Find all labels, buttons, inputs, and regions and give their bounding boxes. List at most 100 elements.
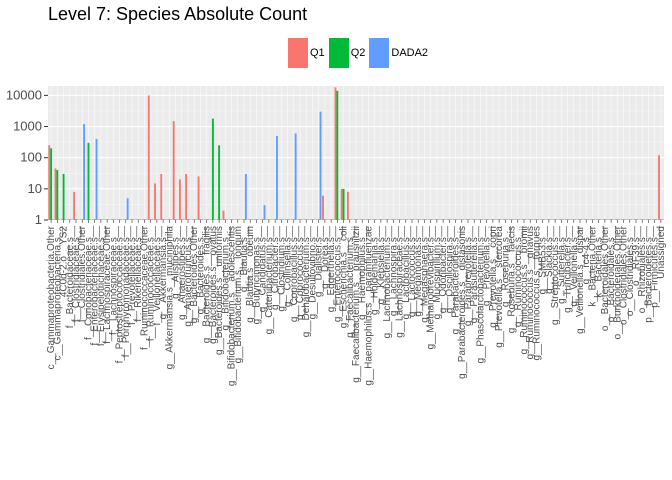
bar-dada2-11 xyxy=(120,219,123,220)
bar-dada2-49 xyxy=(356,219,359,220)
bar-q1-20 xyxy=(172,121,175,220)
x-tick-label: g__SMB53.s__ xyxy=(538,226,549,295)
bar-q2-53 xyxy=(379,219,382,220)
legend-key-dada2 xyxy=(369,38,390,68)
bar-q2-17 xyxy=(155,219,158,220)
bar-q1-10 xyxy=(110,219,113,220)
x-tick-label: g__Ruminococcus.s__bromii xyxy=(519,226,530,354)
x-tick-label: f__Rikenellaceae.s__ xyxy=(133,226,144,322)
bar-q1-92 xyxy=(620,219,623,220)
bar-q1-24 xyxy=(197,176,200,220)
x-tick-label: f__Prevotellaceae.s__ xyxy=(127,226,138,325)
bar-dada2-2 xyxy=(64,219,67,220)
x-tick-label: g__Butyricimonas.s__ xyxy=(251,226,262,325)
bar-q1-85 xyxy=(577,219,580,220)
x-tick-label: g__Bacteroides.s__fragilis xyxy=(202,226,213,343)
bar-q2-36 xyxy=(274,219,277,220)
x-tick-label: g__Prevotella.s__copri xyxy=(488,226,499,328)
x-tick-label: f__Enterobacteriaceae.s__ xyxy=(90,226,101,346)
bar-q2-29 xyxy=(230,219,233,220)
x-tick-label: g__Faecalibacterium.s__ xyxy=(345,226,356,338)
bar-q2-71 xyxy=(491,219,494,220)
bar-q2-58 xyxy=(411,219,413,220)
bar-dada2-69 xyxy=(481,219,484,220)
bar-q1-78 xyxy=(533,219,536,220)
bar-q2-45 xyxy=(330,219,333,220)
x-tick-label: g__Dehalobacterium.s__ xyxy=(301,226,312,338)
bar-dada2-78 xyxy=(537,219,540,220)
bar-q1-73 xyxy=(502,219,505,220)
legend-label-q1: Q1 xyxy=(310,47,325,59)
x-tick-label: g__Akkermansia.s__ xyxy=(158,226,169,320)
bar-dada2-90 xyxy=(612,219,614,220)
bar-dada2-77 xyxy=(531,219,534,220)
bar-q1-91 xyxy=(614,219,617,220)
bar-q2-46 xyxy=(336,90,339,220)
bar-dada2-39 xyxy=(294,133,297,220)
bar-q2-79 xyxy=(541,219,544,220)
bar-q1-46 xyxy=(334,87,337,220)
x-tick-label: c__Gammaproteobacteria.Other xyxy=(46,225,57,369)
bar-q2-94 xyxy=(635,219,637,220)
bar-q2-20 xyxy=(174,219,177,220)
bar-q1-22 xyxy=(185,173,188,220)
x-tick-label: f__Ruminococcaceae.s__ xyxy=(146,226,157,342)
x-tick-label: g__Bacteroides.s__uniformis xyxy=(214,226,225,355)
bar-q1-31 xyxy=(241,219,244,220)
bar-q1-0 xyxy=(48,145,51,220)
bar-q1-39 xyxy=(290,219,293,220)
bar-q2-64 xyxy=(448,219,451,220)
bar-q2-33 xyxy=(255,219,258,220)
bar-q1-29 xyxy=(228,219,231,220)
legend-item-q1: Q1 xyxy=(288,38,327,68)
x-tick-label: g__Lactococcus.s__ xyxy=(407,226,418,318)
bar-q2-31 xyxy=(243,219,245,220)
bar-q2-12 xyxy=(124,219,127,220)
bar-q1-35 xyxy=(266,219,268,220)
bar-q1-34 xyxy=(259,219,262,220)
bar-q2-40 xyxy=(299,219,301,220)
bar-dada2-16 xyxy=(151,219,154,220)
bar-dada2-34 xyxy=(263,205,266,220)
bar-q1-68 xyxy=(471,219,474,220)
x-tick-label: g__Ruminococcus.s__ xyxy=(513,226,524,328)
bar-q1-60 xyxy=(421,219,424,220)
bar-q2-90 xyxy=(610,219,613,220)
x-tick-label: g__Methanobrevibacter.s__ xyxy=(426,226,437,350)
legend-label-q2: Q2 xyxy=(350,47,366,59)
bar-q1-58 xyxy=(409,219,412,220)
x-tick-label: 4C0d-2.o__YS2 xyxy=(59,226,70,298)
bar-dada2-75 xyxy=(518,219,521,220)
bar-q2-54 xyxy=(386,219,389,220)
x-tick-label: f__Peptostreptococcaceae.s__ xyxy=(115,226,126,364)
x-tick-label: g__Bifidobacterium.s__ xyxy=(220,226,231,331)
bar-dada2-55 xyxy=(394,219,397,220)
bar-dada2-65 xyxy=(456,219,459,220)
bar-q2-28 xyxy=(224,219,227,220)
bar-dada2-81 xyxy=(556,219,558,220)
bar-dada2-79 xyxy=(543,219,546,220)
bar-dada2-35 xyxy=(269,219,272,220)
bar-dada2-72 xyxy=(500,219,502,220)
bar-q1-96 xyxy=(645,219,648,220)
bar-q1-44 xyxy=(322,195,324,220)
x-tick-label: o__Bacteroidales.s__ xyxy=(606,226,617,323)
bar-q1-87 xyxy=(589,219,592,220)
bar-q2-83 xyxy=(566,219,569,220)
x-tick-label: g__Catenibacterium.s__ xyxy=(264,226,275,335)
bar-dada2-20 xyxy=(176,219,179,220)
bar-q1-26 xyxy=(210,219,212,220)
bar-dada2-93 xyxy=(630,219,633,220)
bar-q1-88 xyxy=(595,219,598,220)
bar-q1-63 xyxy=(440,219,443,220)
bar-dada2-14 xyxy=(139,219,142,220)
x-tick-label: g__Prevotella.s__stercorea xyxy=(494,226,505,348)
bar-q1-75 xyxy=(514,219,517,220)
bar-dada2-66 xyxy=(462,219,465,220)
x-tick-label: g__Phascolarctobacterium.s__ xyxy=(475,226,486,364)
x-tick-label: f__Ruminococcaceae.Other xyxy=(139,225,150,350)
bar-q2-63 xyxy=(442,219,445,220)
bar-q2-84 xyxy=(572,219,575,220)
bar-q1-38 xyxy=(284,219,287,220)
bar-q2-39 xyxy=(292,219,295,220)
